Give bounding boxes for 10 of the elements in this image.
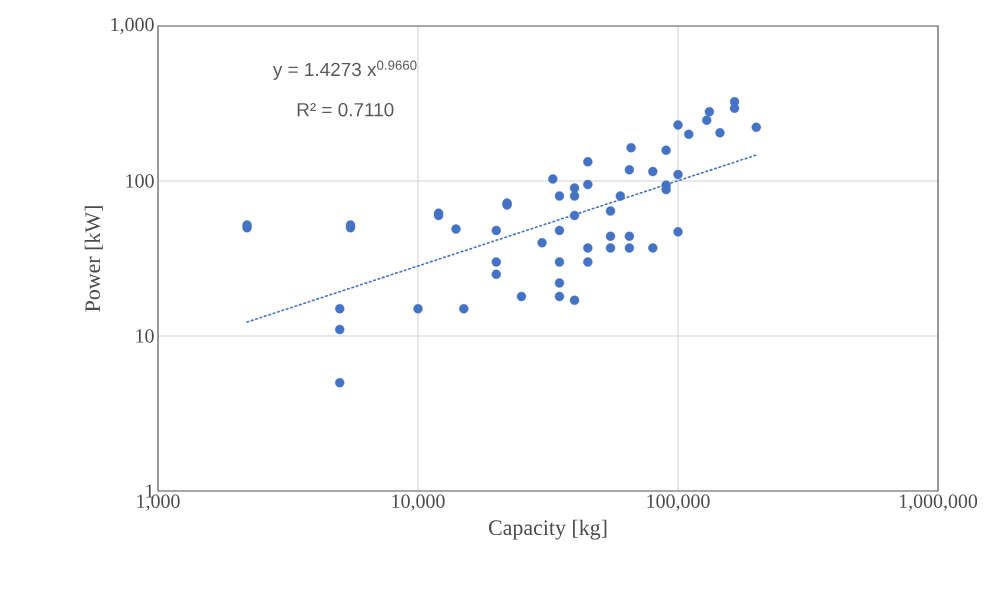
y-tick-label: 1,000 (111, 17, 154, 35)
annotation: R² = 0.7110 (297, 103, 394, 117)
y-axis-title: Power [kW] (84, 206, 103, 312)
x-tick-label: 100,000 (647, 494, 710, 511)
x-axis-title: Capacity [kg] (488, 519, 607, 540)
y-tick-label: 100 (126, 174, 154, 188)
x-tick-label: 1,000,000 (899, 494, 978, 511)
y-tick-label: 10 (136, 329, 154, 343)
annotation: y = 1.4273 x$^{0.9660}$ (272, 60, 417, 80)
x-tick-label: 10,000 (392, 494, 445, 511)
